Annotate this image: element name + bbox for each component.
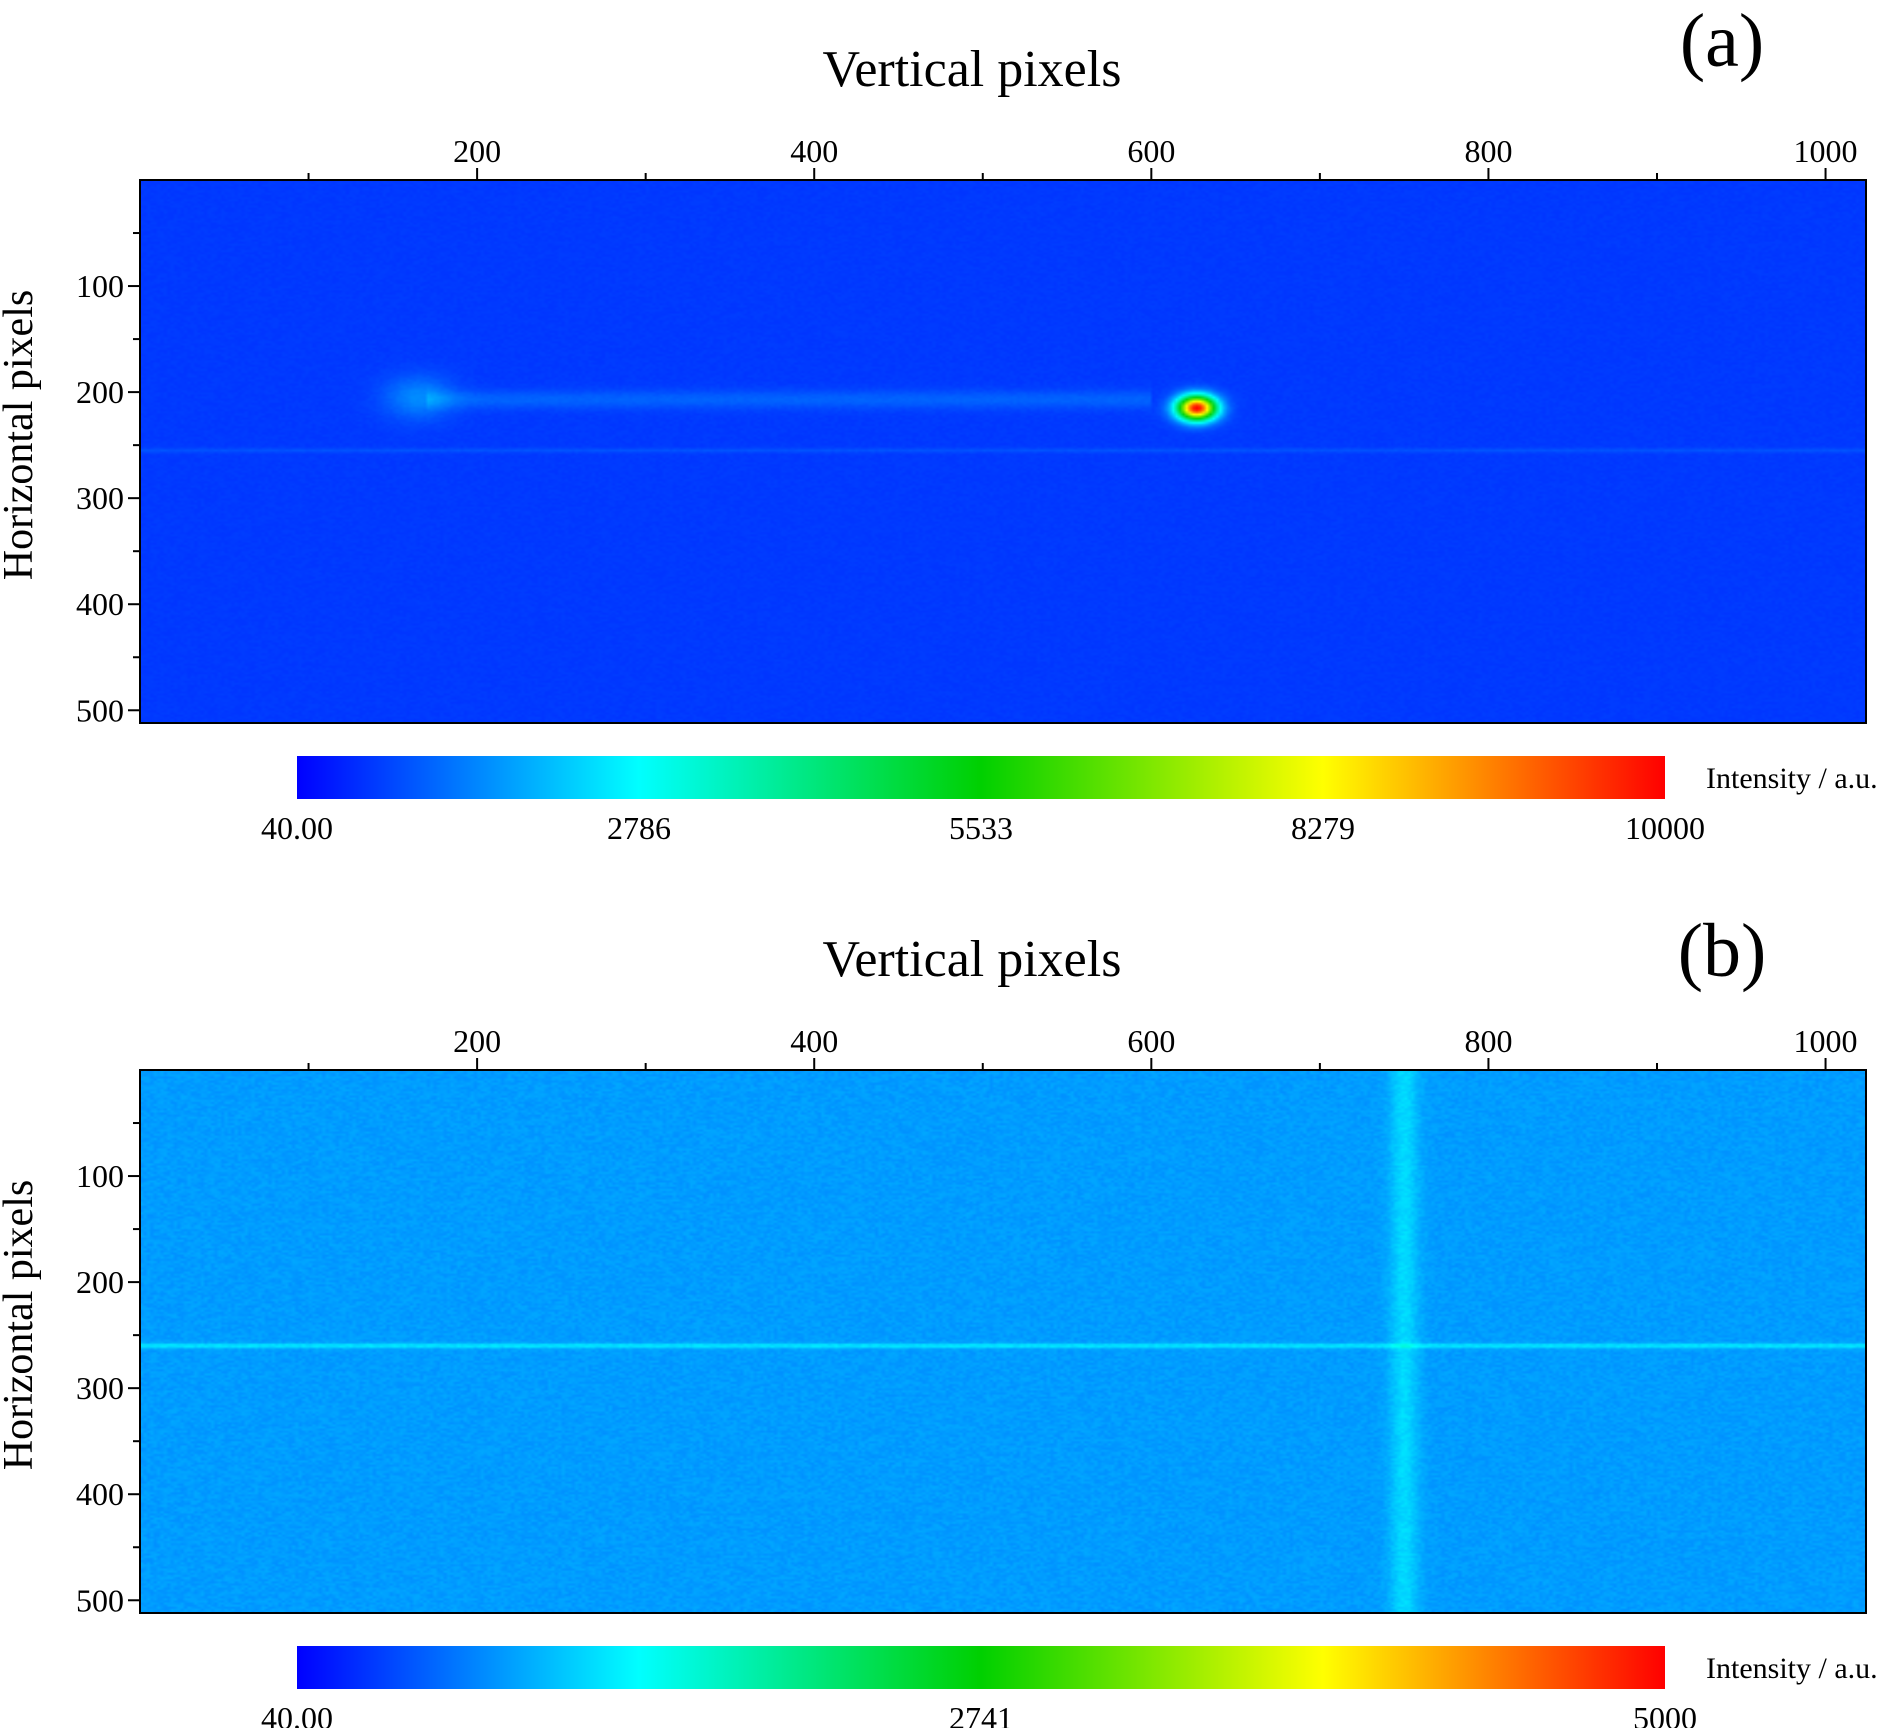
y-tick-label: 500 <box>76 692 124 728</box>
x-tick-label: 400 <box>790 1023 838 1059</box>
y-tick-label: 100 <box>76 1158 124 1194</box>
panel-b-label: (b) <box>1678 909 1767 993</box>
colorbar-tick-label: 40.00 <box>261 810 333 846</box>
y-tick-label: 100 <box>76 268 124 304</box>
panel-a-colorbar-label: Intensity / a.u. <box>1706 762 1878 795</box>
colorbar-tick-label: 8279 <box>1291 810 1355 846</box>
x-tick-label: 1000 <box>1794 133 1858 169</box>
colorbar-tick-label: 2786 <box>607 810 671 846</box>
panel-b-colorbar-label: Intensity / a.u. <box>1706 1652 1878 1685</box>
panel-b-colorbar: 40.00 2741 5000 <box>261 1646 1697 1728</box>
panel-b-heatmap <box>140 1070 1866 1613</box>
heatmap-image <box>140 180 1866 723</box>
panel-b-axes: 200 400 600 800 1000 100 200 300 400 500 <box>76 1023 1867 1618</box>
x-tick-label: 800 <box>1464 1023 1512 1059</box>
panel-a-heatmap <box>140 180 1866 723</box>
y-tick-label: 400 <box>76 586 124 622</box>
panel-a-axes: 200 400 600 800 1000 100 200 300 400 500 <box>76 133 1867 728</box>
x-tick-label: 600 <box>1127 133 1175 169</box>
x-tick-label: 400 <box>790 133 838 169</box>
y-tick-label: 400 <box>76 1476 124 1512</box>
heatmap-image <box>140 1070 1866 1613</box>
colorbar-tick-label: 10000 <box>1625 810 1705 846</box>
panel-b-title: Vertical pixels <box>823 931 1122 988</box>
y-tick-label: 500 <box>76 1582 124 1618</box>
colorbar-gradient <box>297 756 1665 799</box>
panel-a-label: (a) <box>1680 0 1764 83</box>
y-tick-label: 200 <box>76 1264 124 1300</box>
x-tick-label: 600 <box>1127 1023 1175 1059</box>
plot-frame <box>139 1069 1867 1614</box>
colorbar-tick-label: 40.00 <box>261 1700 333 1728</box>
panel-b-ylabel: Horizontal pixels <box>0 1180 42 1470</box>
colorbar-tick-label: 2741 <box>949 1700 1013 1728</box>
panel-a-title: Vertical pixels <box>823 41 1122 98</box>
x-tick-label: 800 <box>1464 133 1512 169</box>
panel-a: Vertical pixels (a) Horizontal pixels 20… <box>0 0 1878 846</box>
colorbar-tick-label: 5000 <box>1633 1700 1697 1728</box>
y-tick-label: 300 <box>76 1370 124 1406</box>
panel-a-colorbar: 40.00 2786 5533 8279 10000 <box>261 756 1705 846</box>
panel-b: Vertical pixels (b) Horizontal pixels 20… <box>0 909 1878 1728</box>
panel-a-ylabel: Horizontal pixels <box>0 290 42 580</box>
x-tick-label: 200 <box>453 133 501 169</box>
x-tick-label: 200 <box>453 1023 501 1059</box>
x-tick-label: 1000 <box>1794 1023 1858 1059</box>
colorbar-gradient <box>297 1646 1665 1689</box>
y-tick-label: 300 <box>76 480 124 516</box>
plot-frame <box>139 179 1867 724</box>
y-tick-label: 200 <box>76 374 124 410</box>
colorbar-tick-label: 5533 <box>949 810 1013 846</box>
